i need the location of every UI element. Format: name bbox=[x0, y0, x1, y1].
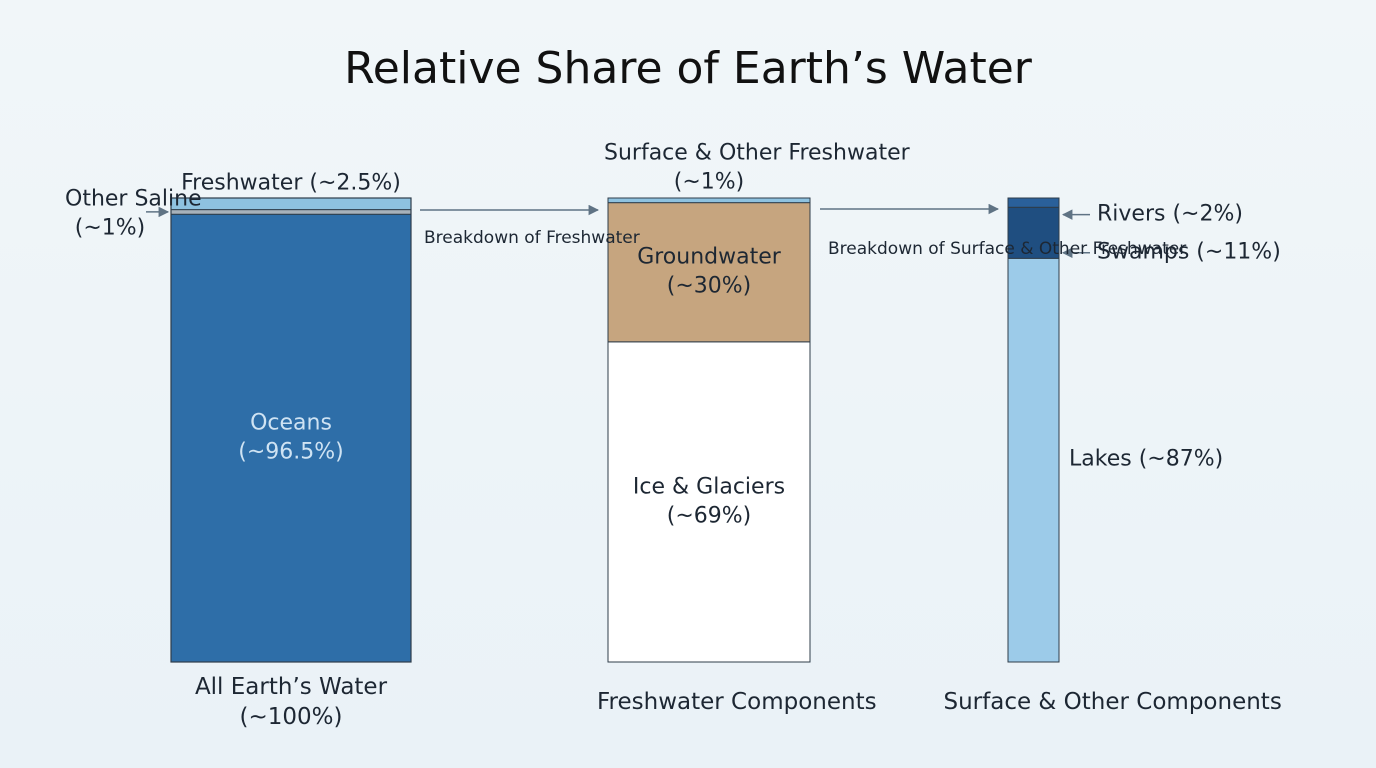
bar-segment bbox=[1007, 197, 1060, 208]
segment-label-part: Lakes bbox=[1069, 446, 1132, 472]
segment-label-part: Ice & Glaciers bbox=[632, 474, 786, 500]
bar-segment bbox=[170, 213, 412, 663]
annotation-part: Breakdown of Surface & Other Freshwater bbox=[828, 238, 1187, 259]
segment-label: Other Saline (~1%) bbox=[65, 185, 202, 242]
segment-label-part: Freshwater bbox=[181, 170, 303, 196]
bar-segment bbox=[607, 341, 811, 663]
bar-segment bbox=[170, 209, 412, 215]
category-label: Freshwater Components bbox=[597, 688, 877, 718]
segment-label: Groundwater (~30%) bbox=[609, 244, 809, 301]
segment-label-part: (~11%) bbox=[1196, 239, 1281, 265]
category-label-part: Surface & Other Components bbox=[943, 689, 1282, 716]
segment-label-part: (~2.5%) bbox=[309, 170, 401, 196]
segment-label-part: Rivers bbox=[1097, 201, 1166, 227]
bar-segment bbox=[170, 197, 412, 211]
segment-label-part: (~87%) bbox=[1138, 446, 1224, 472]
category-label: Surface & Other Components bbox=[944, 688, 1282, 718]
segment-label: Freshwater (~2.5%) bbox=[161, 170, 421, 199]
annotation-part: Breakdown of Freshwater bbox=[424, 227, 640, 248]
segment-label: Rivers (~2%) bbox=[1097, 200, 1297, 229]
segment-label: Surface & Other Freshwater (~1%) bbox=[604, 139, 910, 196]
bar-segment bbox=[1007, 206, 1060, 259]
segment-label-part: (~30%) bbox=[666, 273, 752, 299]
bar-segment bbox=[607, 202, 811, 343]
category-label-part: All Earth’s Water bbox=[194, 674, 388, 701]
segment-label: Swamps (~11%) bbox=[1097, 239, 1297, 268]
segment-label-part: Other Saline bbox=[65, 186, 202, 212]
category-label-part: Freshwater Components bbox=[597, 689, 877, 716]
bar-outline bbox=[170, 197, 412, 663]
annotation: Breakdown of Freshwater bbox=[424, 227, 640, 249]
annotation: Breakdown of Surface & Other Freshwater bbox=[828, 238, 1186, 260]
category-label: All Earth’s Water (~100%) bbox=[161, 673, 421, 733]
bar-segment bbox=[607, 197, 811, 204]
segment-label-part: (~96.5%) bbox=[238, 439, 344, 465]
segment-label: Oceans (~96.5%) bbox=[191, 410, 391, 467]
segment-label: Ice & Glaciers (~69%) bbox=[609, 473, 809, 530]
segment-label-part: (~69%) bbox=[666, 502, 752, 528]
segment-label-part: Groundwater bbox=[637, 244, 781, 270]
segment-label-part: Surface & Other Freshwater bbox=[604, 140, 910, 166]
category-label-part: (~100%) bbox=[239, 704, 343, 730]
segment-label: Lakes (~87%) bbox=[1069, 446, 1269, 475]
segment-label-part: (~2%) bbox=[1172, 201, 1243, 227]
chart-title: Relative Share of Earth’s Water bbox=[344, 43, 1032, 94]
segment-label-part: Oceans bbox=[250, 410, 332, 436]
segment-label-part: Swamps bbox=[1097, 239, 1190, 265]
segment-label-part: (~1%) bbox=[74, 214, 146, 240]
segment-label-part: (~1%) bbox=[673, 169, 745, 194]
bar-segment bbox=[1007, 257, 1060, 663]
